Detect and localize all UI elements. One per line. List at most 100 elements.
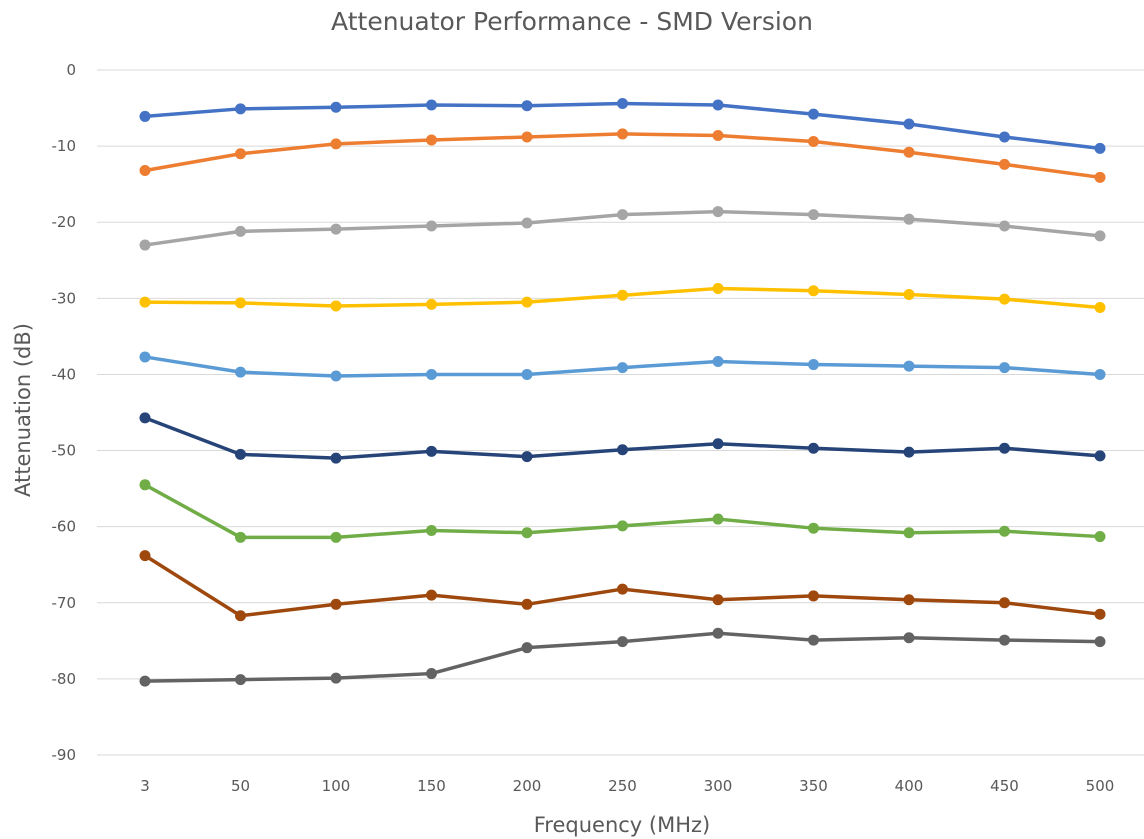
data-point [139,239,151,251]
data-point [426,445,437,457]
data-point [999,158,1010,170]
data-point [617,520,628,532]
x-tick-label: 500 [1086,777,1115,795]
y-tick-label: 0 [66,61,76,79]
x-tick-label: 300 [704,777,733,795]
data-point [1094,531,1106,543]
y-tick-label: -80 [52,670,77,688]
x-tick-label: 100 [322,777,351,795]
data-point [521,598,533,610]
data-point [712,206,724,218]
data-point [617,289,628,301]
data-point [235,148,246,160]
y-tick-label: -10 [52,137,77,155]
data-point [235,448,246,460]
data-point [808,108,819,120]
y-tick-label: -20 [52,213,77,231]
x-tick-label: 450 [990,777,1019,795]
data-point [808,634,819,646]
data-point [903,594,915,606]
chart-title: Attenuator Performance - SMD Version [331,7,813,36]
data-point [903,360,915,372]
x-tick-label: 50 [231,777,250,795]
x-tick-label: 400 [895,777,924,795]
series-9 [139,627,1106,687]
data-point [1094,636,1106,648]
data-point [426,589,437,601]
data-point [712,594,724,606]
data-point [903,118,915,130]
data-point [999,362,1010,374]
data-point [139,550,151,562]
data-point [1094,608,1106,620]
data-point [999,442,1010,454]
data-point [1094,142,1106,154]
x-tick-label: 350 [799,777,828,795]
data-point [426,298,437,310]
x-tick-label: 150 [417,777,446,795]
series-5 [139,351,1106,382]
data-point [617,209,628,221]
data-point [235,674,246,686]
data-point [617,583,628,595]
data-point [235,366,246,378]
data-point [521,217,533,229]
x-tick-label: 250 [608,777,637,795]
series-line [143,101,1102,151]
data-point [903,527,915,539]
y-axis-title: Attenuation (dB) [11,323,35,497]
y-tick-label: -90 [52,746,77,764]
data-point [139,479,151,491]
data-point [521,527,533,539]
data-point [330,531,342,543]
data-point [426,220,437,232]
series-2 [139,128,1106,183]
data-point [712,627,724,639]
data-point [999,220,1010,232]
data-point [426,134,437,146]
data-point [712,282,724,294]
data-point [999,597,1010,609]
series-group [139,97,1106,687]
gridlines [97,69,1144,756]
data-point [521,100,533,112]
x-axis-title: Frequency (MHz) [534,813,710,837]
series-1 [139,97,1106,154]
data-point [903,446,915,458]
data-point [903,146,915,158]
series-8 [139,550,1106,622]
data-point [903,213,915,225]
data-point [712,356,724,368]
data-point [617,362,628,374]
x-tick-label: 3 [140,777,150,795]
data-point [426,668,437,680]
data-point [1094,301,1106,313]
data-point [1094,450,1106,462]
data-point [521,642,533,654]
data-point [235,297,246,309]
data-point [426,524,437,536]
data-point [521,451,533,463]
data-point [139,412,151,424]
data-point [999,293,1010,305]
data-point [330,300,342,312]
data-point [999,131,1010,143]
data-point [712,129,724,141]
data-point [330,672,342,684]
data-point [1094,230,1106,242]
data-point [139,351,151,363]
data-point [617,636,628,648]
data-point [235,225,246,237]
data-point [808,209,819,221]
y-tick-label: -30 [52,289,77,307]
data-point [712,438,724,450]
data-point [235,610,246,622]
data-point [808,442,819,454]
y-axis-ticks: 0 -10 -20 -30 -40 -50 -60 -70 -80 -90 [52,61,77,764]
data-point [1094,368,1106,380]
data-point [999,634,1010,646]
data-point [808,522,819,534]
data-point [139,110,151,122]
data-point [330,452,342,464]
data-point [330,101,342,113]
